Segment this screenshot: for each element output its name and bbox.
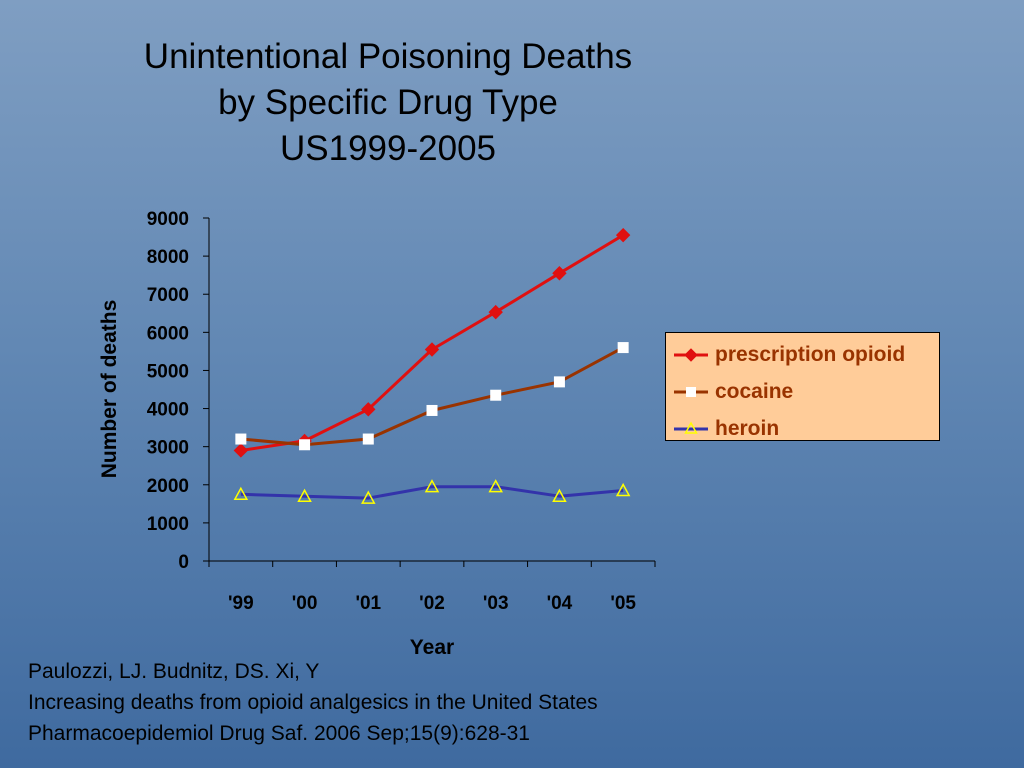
legend-swatch-heroin xyxy=(674,421,708,434)
y-tick-label: 3000 xyxy=(147,438,189,459)
data-point-prescription-opioid xyxy=(552,266,567,281)
data-point-heroin xyxy=(361,490,376,504)
y-tick-label: 9000 xyxy=(147,209,189,230)
data-point-heroin xyxy=(552,488,567,502)
x-tick-label: '03 xyxy=(483,593,509,614)
data-point-cocaine xyxy=(299,439,311,451)
data-point-cocaine xyxy=(362,433,374,445)
data-point-cocaine xyxy=(235,433,247,445)
series-layer xyxy=(233,227,631,504)
x-tick-label: '99 xyxy=(228,593,254,614)
legend-label-heroin: heroin xyxy=(715,417,780,440)
chart-legend: prescription opioid cocaine heroin xyxy=(665,332,940,441)
y-axis-title: Number of deaths xyxy=(98,300,121,479)
data-point-heroin xyxy=(615,482,631,497)
citation-journal: Pharmacoepidemiol Drug Saf. 2006 Sep;15(… xyxy=(28,722,530,745)
series-line-cocaine xyxy=(240,346,624,447)
data-point-cocaine xyxy=(617,342,629,354)
chart-title-line-2: by Specific Drug Type xyxy=(218,83,558,122)
series-line-heroin xyxy=(240,485,624,500)
citation: Paulozzi, LJ. Budnitz, DS. Xi, Y Increas… xyxy=(28,656,598,749)
x-tick-label: '02 xyxy=(419,593,445,614)
y-tick-label: 8000 xyxy=(147,247,189,268)
legend-label-cocaine: cocaine xyxy=(715,380,794,403)
citation-authors: Paulozzi, LJ. Budnitz, DS. Xi, Y xyxy=(28,660,320,683)
data-point-prescription-opioid xyxy=(488,304,503,320)
x-axis-title: Year xyxy=(410,636,454,659)
data-point-heroin xyxy=(297,488,312,502)
chart-title: Unintentional Poisoning Deaths by Specif… xyxy=(100,34,676,172)
data-point-prescription-opioid xyxy=(424,342,440,357)
data-point-heroin xyxy=(424,479,440,493)
citation-article-title: Increasing deaths from opioid analgesics… xyxy=(28,691,598,714)
y-tick-label: 5000 xyxy=(147,361,189,382)
chart-title-line-3: US1999-2005 xyxy=(280,129,496,168)
data-point-prescription-opioid xyxy=(361,402,376,417)
legend-swatch-cocaine xyxy=(674,387,708,397)
y-tick-label: 2000 xyxy=(147,476,189,497)
y-tick-label: 7000 xyxy=(147,285,189,306)
data-point-prescription-opioid xyxy=(615,227,631,243)
y-tick-label: 0 xyxy=(178,552,189,573)
x-tick-label: '01 xyxy=(355,593,381,614)
data-point-heroin xyxy=(233,486,249,501)
x-axis: '99 '00 '01 '02 '03 '04 '05 xyxy=(208,560,656,614)
data-point-heroin xyxy=(488,479,503,493)
data-point-cocaine xyxy=(553,376,565,388)
legend-item-heroin: heroin xyxy=(674,414,936,444)
y-tick-label: 1000 xyxy=(147,514,189,535)
y-tick-label: 4000 xyxy=(147,400,189,421)
legend-swatch-prescription-opioid xyxy=(674,348,708,362)
series-heroin xyxy=(233,479,631,504)
data-point-cocaine xyxy=(490,389,502,401)
y-axis: 0 1000 2000 3000 4000 5000 6000 7000 8000 9000 xyxy=(147,209,210,573)
x-tick-label: '04 xyxy=(547,593,573,614)
x-tick-label: '00 xyxy=(292,593,318,614)
series-cocaine xyxy=(235,342,629,451)
legend-item-cocaine: cocaine xyxy=(674,377,936,407)
x-tick-label: '05 xyxy=(610,593,636,614)
y-tick-label: 6000 xyxy=(147,323,189,344)
chart-title-line-1: Unintentional Poisoning Deaths xyxy=(143,37,633,76)
data-point-cocaine xyxy=(426,404,438,416)
data-point-prescription-opioid xyxy=(233,443,249,458)
legend-label-prescription-opioid: prescription opioid xyxy=(715,343,906,366)
legend-item-prescription-opioid: prescription opioid xyxy=(674,340,936,370)
series-prescription-opioid xyxy=(233,227,631,458)
